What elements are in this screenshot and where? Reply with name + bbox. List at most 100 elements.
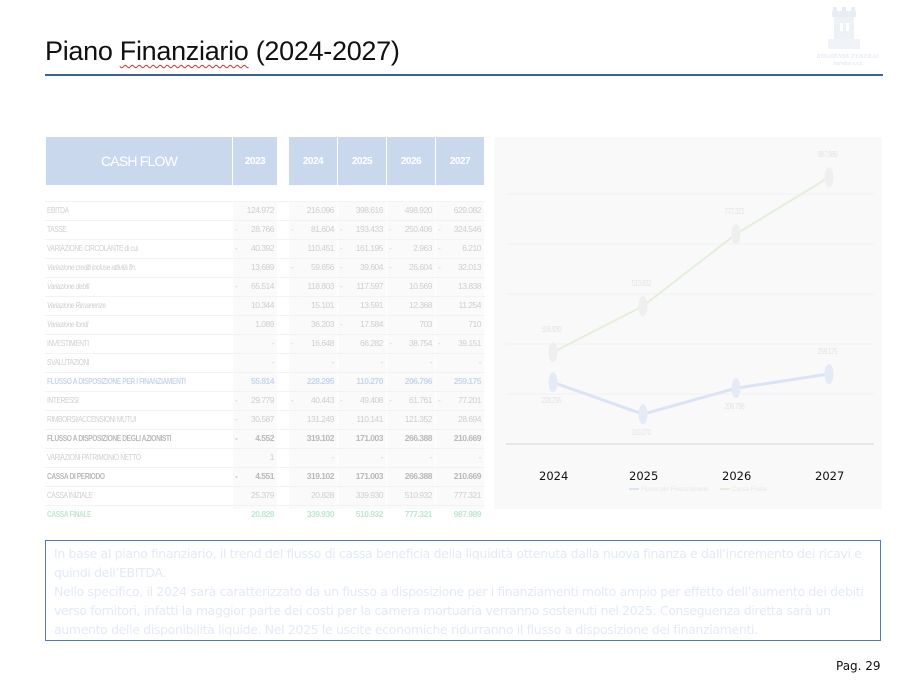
cell-value: -	[338, 357, 384, 375]
cell-value: 15.101	[289, 300, 335, 318]
value-text: 193.433	[355, 224, 384, 234]
data-label: 987.989	[817, 150, 838, 160]
x-axis-label: 2025	[629, 469, 659, 483]
cell-value: 510.932	[387, 490, 433, 508]
cash-flow-chart: Flusso per Finanziamenti Cassa Finale 22…	[494, 137, 882, 509]
value-text: 228.295	[306, 376, 335, 386]
value-text: 210.669	[453, 433, 482, 443]
value-text: 1	[269, 452, 275, 462]
negative-sign: -	[389, 262, 392, 272]
value-text: 339.930	[306, 509, 335, 519]
value-text: 110.141	[356, 414, 383, 424]
negative-sign: -	[235, 395, 238, 405]
value-text: 20.828	[251, 509, 275, 519]
cell-value: - 117.597	[338, 281, 383, 299]
cell-value: 987.989	[436, 509, 482, 527]
value-text: 4.552	[255, 433, 274, 443]
value-text: 12.368	[409, 300, 433, 310]
value-text: 703	[419, 319, 432, 329]
cell-value: 398.616	[338, 205, 384, 223]
cell-value: 171.003	[338, 433, 384, 451]
negative-sign: -	[340, 281, 343, 291]
cell-value: - 161.195	[338, 243, 384, 261]
table-row: Variazione Rimanenze 10.344 15.101 13.591 12…	[45, 296, 485, 315]
table-body: EBITDA 124.972 216.096 398.616 498.920 629.08…	[45, 201, 485, 524]
cell-value: - 324.546	[436, 224, 482, 242]
cell-value: -	[233, 338, 275, 356]
row-label: RIMBORSI/ACCENSIONI MUTUI	[47, 414, 136, 424]
value-text: -	[380, 452, 384, 462]
value-text: 171.003	[355, 433, 384, 443]
table-row: VARIAZIONE CIRCOLANTE di cui - 40.392 110.4…	[45, 239, 485, 258]
cell-value: -	[289, 357, 335, 375]
negative-sign: -	[291, 224, 294, 234]
value-text: 121.352	[404, 414, 433, 424]
cell-value: 12.368	[387, 300, 433, 318]
table-row: CASSA FINALE 20.828 339.930 510.932 777.321 9…	[45, 505, 485, 524]
row-label: EBITDA	[47, 205, 69, 215]
negative-sign: -	[438, 262, 441, 272]
cell-value: 266.388	[387, 471, 433, 489]
value-text: 66.282	[360, 338, 384, 348]
value-text: 15.101	[311, 300, 335, 310]
data-label: 777.321	[724, 207, 745, 217]
table-row: CASSA INIZIALE 25.379 20.828 339.930 510.932…	[45, 486, 485, 505]
cell-value: - 17.584	[338, 319, 384, 337]
value-text: 110.270	[356, 376, 383, 386]
row-label: Variazione fondi	[47, 319, 89, 329]
row-label: VARIAZIONI PATRIMONIO NETTO	[47, 452, 141, 462]
cell-value: -	[387, 357, 433, 375]
column-background	[387, 201, 435, 509]
value-text: 266.388	[404, 471, 433, 481]
value-text: 339.930	[355, 490, 384, 500]
table-row: INVESTIMENTI - -16.648 66.282-38.754-39.151	[45, 334, 485, 353]
value-text: 28.694	[458, 414, 482, 424]
cell-value: 121.352	[387, 414, 433, 432]
company-logo: RHODENSE FUNERAL Service s.r.l.	[808, 2, 888, 72]
year-header-2023: 2023	[233, 137, 277, 185]
data-label: 228.295	[541, 396, 562, 406]
cell-value: 510.932	[338, 509, 384, 527]
cell-value: 710	[436, 319, 481, 337]
negative-sign: -	[340, 395, 343, 405]
negative-sign: -	[235, 471, 238, 481]
logo-line-2: Service s.r.l.	[833, 61, 863, 67]
value-text: 206.796	[404, 376, 433, 386]
cell-value: 13.591	[338, 300, 384, 318]
legend-label: Flusso per Finanziamenti	[641, 487, 709, 493]
cell-value: - 28.766	[233, 224, 275, 242]
legend-item-flusso: Flusso per Finanziamenti	[629, 487, 708, 493]
value-text: 171.003	[355, 471, 384, 481]
value-text: 210.669	[453, 471, 482, 481]
table-row: EBITDA 124.972 216.096 398.616 498.920 629.08…	[45, 201, 485, 220]
value-text: 28.766	[251, 224, 275, 234]
column-background	[436, 201, 484, 509]
value-text: 266.388	[404, 433, 433, 443]
cell-value: 777.321	[436, 490, 482, 508]
row-label: Variazione crediti incluse attività fin.	[47, 262, 137, 272]
negative-sign: -	[389, 338, 392, 348]
value-text: 110.451	[307, 243, 334, 253]
value-text: 319.102	[306, 471, 335, 481]
value-text: 17.584	[360, 319, 384, 329]
value-text: 324.546	[453, 224, 482, 234]
value-text: 30.587	[251, 414, 275, 424]
negative-sign: -	[340, 243, 343, 253]
column-background	[338, 201, 386, 509]
cell-value: - 26.604	[387, 262, 433, 280]
value-text: 124.972	[246, 205, 275, 215]
row-label: INVESTIMENTI	[47, 338, 89, 348]
value-text: 777.321	[404, 509, 433, 519]
cell-value: 319.102	[289, 433, 335, 451]
value-text: 131.249	[306, 414, 335, 424]
row-label: FLUSSO A DISPOSIZIONE PER I FINANZIAMENT…	[47, 376, 186, 386]
cell-value: 210.669	[436, 471, 482, 489]
value-text: 2.963	[413, 243, 432, 253]
value-text: 510.932	[355, 509, 384, 519]
row-label: VARIAZIONE CIRCOLANTE di cui	[47, 243, 138, 253]
cell-value: 339.930	[289, 509, 335, 527]
legend-swatch-green	[720, 488, 731, 491]
cell-value: -	[289, 452, 335, 470]
negative-sign: -	[291, 262, 294, 272]
value-text: -	[478, 357, 482, 367]
